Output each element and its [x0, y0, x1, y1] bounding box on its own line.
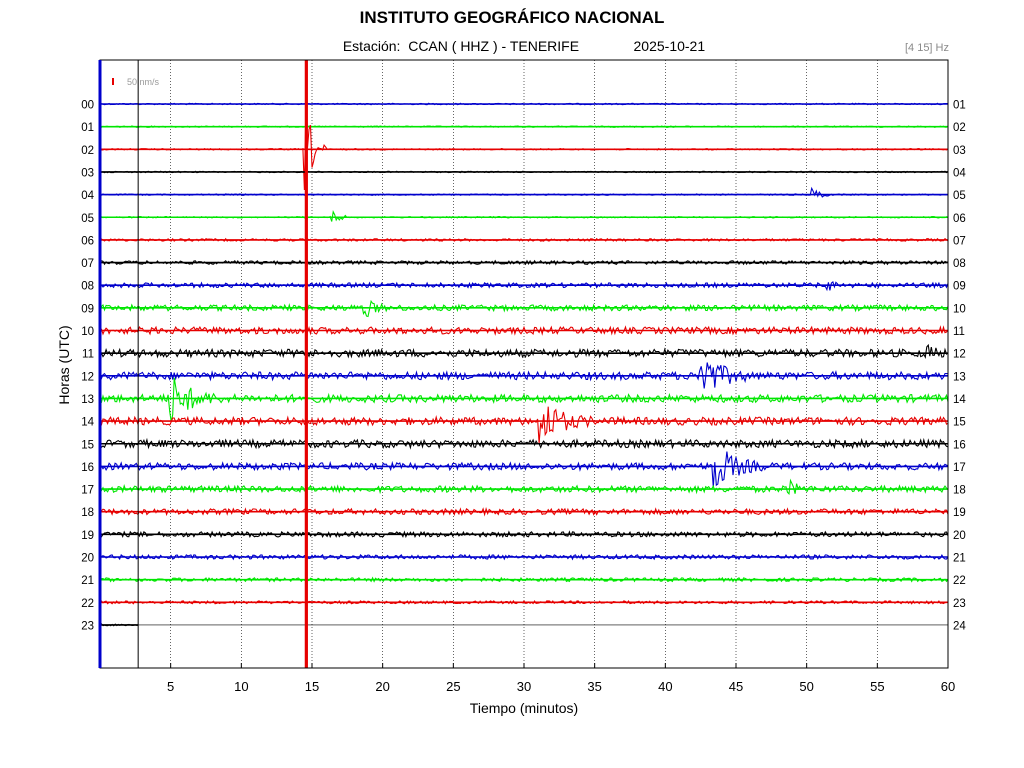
y-tick-label-right: 19 [953, 507, 966, 519]
trace-hour-10 [100, 325, 949, 336]
y-tick-label-right: 08 [953, 258, 966, 270]
y-tick-label-left: 10 [81, 326, 94, 338]
y-tick-label-left: 16 [81, 462, 94, 474]
y-tick-label-right: 13 [953, 371, 966, 383]
y-tick-label-left: 20 [81, 553, 94, 565]
x-tick-label: 30 [517, 679, 531, 694]
x-tick-label: 5 [167, 679, 174, 694]
y-tick-label-left: 17 [81, 485, 94, 497]
y-tick-label-right: 05 [953, 190, 966, 202]
y-tick-label-left: 03 [81, 167, 94, 179]
y-tick-label-right: 12 [953, 349, 966, 361]
x-tick-label: 10 [234, 679, 248, 694]
scale-bar-label: 50 nm/s [127, 77, 160, 87]
axis-ticks: 5 10 15 20 25 30 35 40 45 50 55 60 00 01 02 03 04 05 06 07 0… [81, 59, 966, 694]
y-tick-label-right: 23 [953, 598, 966, 610]
y-tick-label-right: 15 [953, 417, 966, 429]
y-tick-label-left: 09 [81, 303, 94, 315]
filter-band-label: [4 15] Hz [904, 42, 949, 54]
y-tick-label-right: 07 [953, 235, 966, 247]
x-tick-label: 55 [870, 679, 884, 694]
y-tick-label-left: 06 [81, 235, 94, 247]
y-tick-label-right: 04 [953, 167, 966, 179]
y-tick-label-left: 14 [81, 417, 94, 429]
y-tick-label-left: 01 [81, 122, 94, 134]
x-tick-label: 45 [729, 679, 743, 694]
y-axis-label: Horas (UTC) [56, 325, 72, 405]
x-tick-label: 60 [941, 679, 955, 694]
x-tick-label: 15 [305, 679, 319, 694]
y-tick-label-left: 02 [81, 145, 94, 157]
y-tick-label-left: 21 [81, 575, 94, 587]
y-tick-label-right: 18 [953, 485, 966, 497]
y-tick-label-left: 18 [81, 507, 94, 519]
scale-bar [112, 78, 114, 85]
y-tick-label-right: 14 [953, 394, 966, 406]
y-tick-label-left: 08 [81, 281, 94, 293]
y-tick-label-left: 04 [81, 190, 94, 202]
y-tick-label-right: 16 [953, 439, 966, 451]
y-tick-label-left: 00 [81, 100, 94, 112]
y-tick-label-left: 11 [82, 349, 94, 361]
y-tick-label-left: 23 [81, 620, 94, 632]
y-tick-label-left: 13 [81, 394, 94, 406]
y-tick-label-right: 22 [953, 575, 966, 587]
y-tick-label-left: 05 [81, 213, 94, 225]
y-tick-label-left: 22 [81, 598, 94, 610]
y-tick-label-right: 11 [953, 326, 965, 338]
trace-hour-12 [99, 362, 949, 389]
saturated-event-line [304, 60, 308, 668]
trace-hour-17 [99, 478, 949, 495]
y-tick-label-right: 10 [953, 303, 966, 315]
y-tick-label-left: 15 [81, 439, 94, 451]
y-tick-label-right: 24 [953, 620, 966, 632]
station-subtitle: Estación: CCAN ( HHZ ) - TENERIFE 2025-1… [342, 38, 706, 54]
y-tick-label-right: 02 [953, 122, 966, 134]
overlay-marks [112, 60, 308, 668]
x-tick-label: 40 [658, 679, 672, 694]
y-tick-label-right: 03 [953, 145, 966, 157]
x-tick-label: 35 [587, 679, 601, 694]
y-tick-label-left: 12 [81, 371, 94, 383]
y-tick-label-right: 21 [953, 553, 966, 565]
y-tick-label-left: 19 [81, 530, 94, 542]
x-axis-label: Tiempo (minutos) [469, 700, 579, 716]
y-tick-label-left: 07 [81, 258, 94, 270]
x-tick-label: 25 [446, 679, 460, 694]
trace-hour-16 [99, 451, 949, 488]
x-tick-label: 20 [375, 679, 389, 694]
x-tick-label: 50 [799, 679, 813, 694]
y-tick-label-right: 01 [953, 100, 966, 112]
y-tick-label-right: 17 [953, 462, 966, 474]
y-tick-label-right: 20 [953, 530, 966, 542]
grid-lines [100, 60, 948, 668]
seismic-traces [99, 102, 949, 627]
chart-title: INSTITUTO GEOGRÁFICO NACIONAL [359, 8, 665, 27]
y-tick-label-right: 09 [953, 281, 966, 293]
y-tick-label-right: 06 [953, 213, 966, 225]
